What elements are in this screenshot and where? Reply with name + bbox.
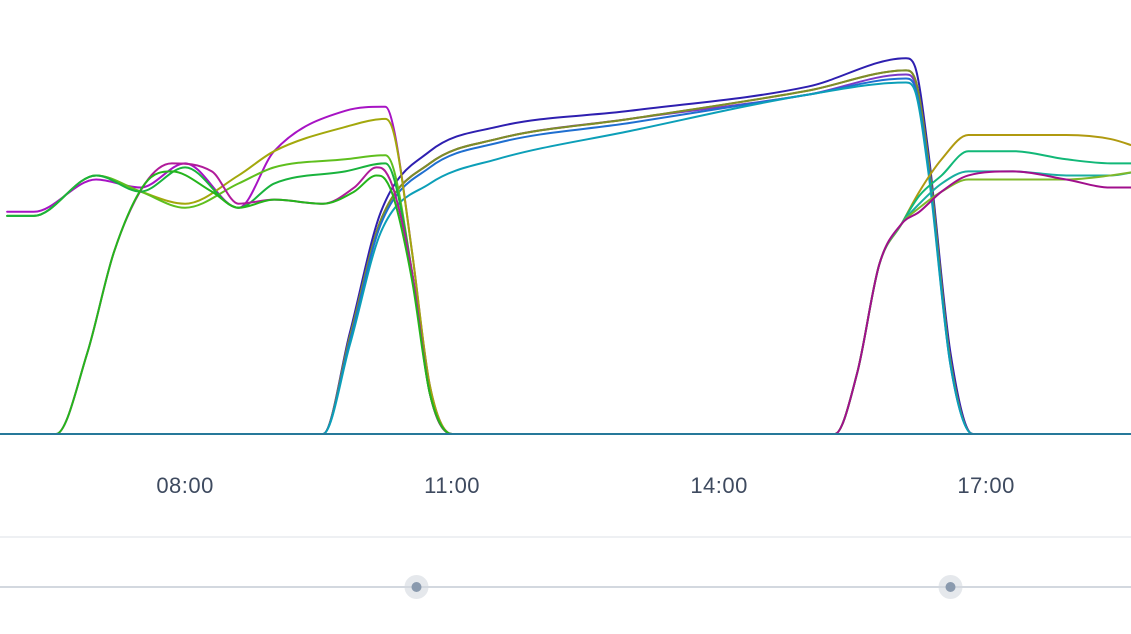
series-line-7: [6, 105, 1131, 436]
x-tick-label-08-00: 08:00: [156, 473, 214, 498]
series-line-4: [6, 69, 1131, 436]
x-tick-label-11-00: 11:00: [424, 473, 480, 498]
range-slider[interactable]: [0, 575, 1131, 599]
series-line-12: [6, 170, 1131, 436]
series-line-15: [6, 170, 1131, 436]
series-line-14: [6, 150, 1131, 436]
series-line-2: [6, 73, 1131, 436]
series-line-5: [6, 77, 1131, 436]
slider-end-handle[interactable]: [938, 575, 963, 599]
series-line-16: [6, 171, 1131, 436]
series-line-3: [6, 69, 1131, 436]
x-tick-label-14-00: 14:00: [690, 473, 748, 498]
series-line-17: [6, 170, 1131, 436]
series-line-10: [6, 162, 1131, 436]
x-tick-label-17-00: 17:00: [957, 473, 1015, 498]
slider-handles: [404, 575, 963, 599]
series-line-11: [6, 162, 1131, 436]
series-line-9: [6, 154, 1131, 436]
series-line-1: [6, 57, 1131, 436]
slider-handle-dot[interactable]: [945, 582, 956, 592]
slider-start-handle[interactable]: [404, 575, 429, 599]
series-line-6: [6, 81, 1131, 436]
x-axis-ticks: 08:00 11:00 14:00 17:00: [156, 473, 1015, 498]
slider-handle-dot[interactable]: [411, 582, 422, 592]
series-layer: [6, 57, 1131, 436]
